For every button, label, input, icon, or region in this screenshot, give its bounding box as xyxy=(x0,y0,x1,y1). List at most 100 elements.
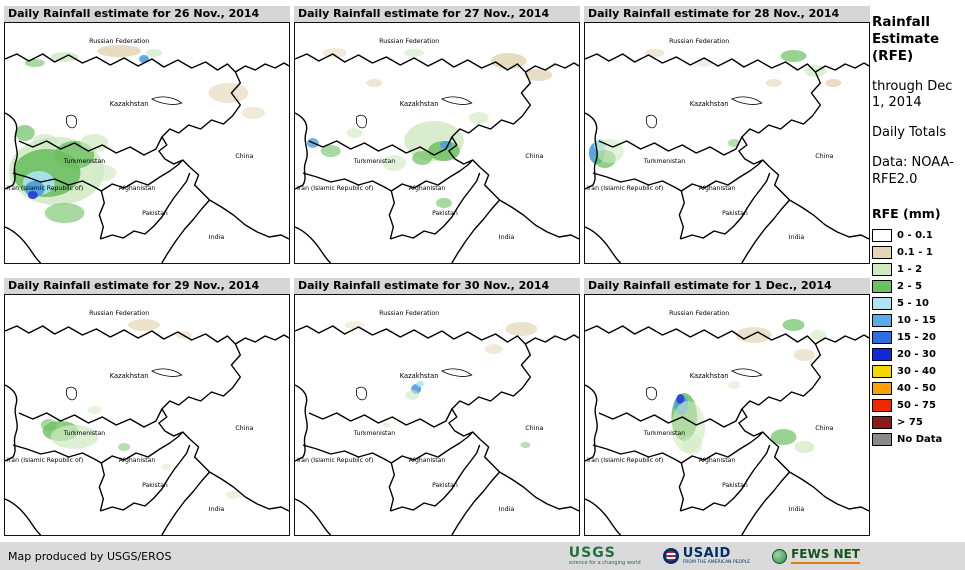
usaid-logo-text: USAID xyxy=(682,545,731,561)
country-border xyxy=(18,408,163,428)
rain-patch xyxy=(382,422,391,428)
country-border xyxy=(680,431,764,464)
country-label: Russian Federation xyxy=(669,309,729,317)
country-border xyxy=(680,444,771,512)
country-label: Turkmenistan xyxy=(63,430,105,437)
usaid-seal-icon xyxy=(662,548,679,564)
rain-patch xyxy=(225,491,242,499)
country-border xyxy=(815,62,869,73)
rain-patch xyxy=(520,442,531,448)
rain-patch xyxy=(382,155,407,171)
country-border xyxy=(479,438,501,473)
legend-swatch xyxy=(872,415,892,429)
map-panel-1: Daily Rainfall estimate for 26 Nov., 201… xyxy=(4,6,290,264)
country-border xyxy=(680,159,764,192)
country-border xyxy=(741,471,791,535)
country-label: China xyxy=(525,424,543,432)
country-label: Turkmenistan xyxy=(63,158,105,165)
rain-patch xyxy=(765,79,782,87)
country-border xyxy=(5,112,18,190)
country-border xyxy=(5,384,18,462)
rain-patch xyxy=(484,344,503,354)
panel-title: Daily Rainfall estimate for 30 Nov., 201… xyxy=(294,278,580,294)
rain-patch xyxy=(780,50,807,62)
footer-logos: USGS science for a changing world USAID … xyxy=(568,545,860,566)
country-label: Pakistan xyxy=(722,482,748,489)
legend-label: 40 - 50 xyxy=(897,382,936,394)
legend-swatch xyxy=(872,347,892,361)
country-border xyxy=(789,471,869,512)
map-credit: Map produced by USGS/EROS xyxy=(8,549,172,563)
country-border xyxy=(295,226,332,263)
lake-outline xyxy=(151,368,183,377)
sidebar-daily-totals: Daily Totals xyxy=(872,125,947,141)
panel-title: Daily Rainfall estimate for 26 Nov., 201… xyxy=(4,6,290,22)
lake-outline xyxy=(356,114,367,129)
country-border xyxy=(295,498,332,535)
country-label: Afghanistan xyxy=(119,457,156,464)
country-label: Iran (Islamic Republic of) xyxy=(297,185,373,192)
rain-patch xyxy=(366,79,383,87)
legend-swatch xyxy=(872,381,892,395)
country-label: Afghanistan xyxy=(699,185,736,192)
country-border xyxy=(585,325,816,345)
rain-patch xyxy=(146,49,162,57)
country-border xyxy=(189,438,211,473)
rain-patch xyxy=(208,83,249,103)
country-label: Iran (Islamic Republic of) xyxy=(587,185,663,192)
country-border xyxy=(598,136,743,156)
country-label: India xyxy=(209,233,225,241)
legend-label: 0.1 - 1 xyxy=(897,246,933,258)
legend-swatch xyxy=(872,398,892,412)
legend: 0 - 0.1 0.1 - 1 1 - 2 2 - 5 5 - 10 10 - 15 15 … xyxy=(872,227,962,448)
legend-label: 20 - 30 xyxy=(897,348,936,360)
rain-patch xyxy=(782,319,805,331)
rainfall-map: Russian Federation Kazakhstan Turkmenistan… xyxy=(4,294,290,536)
country-border xyxy=(209,471,289,512)
country-border xyxy=(738,71,822,168)
country-border xyxy=(738,343,822,440)
country-label: Iran (Islamic Republic of) xyxy=(7,185,83,192)
rain-patch xyxy=(825,79,842,87)
rainfall-map: Russian Federation Kazakhstan Turkmenistan… xyxy=(584,22,870,264)
panel-title: Daily Rainfall estimate for 1 Dec., 2014 xyxy=(584,278,870,294)
rain-patch xyxy=(92,165,117,181)
country-border xyxy=(499,471,579,512)
country-border xyxy=(390,159,474,192)
country-label: Russian Federation xyxy=(89,309,149,317)
rain-patch xyxy=(97,45,142,57)
country-label: Kazakhstan xyxy=(690,100,729,108)
country-border xyxy=(390,431,474,464)
country-label: China xyxy=(815,424,833,432)
country-border xyxy=(388,462,395,512)
country-label: India xyxy=(499,505,515,513)
rain-patch xyxy=(405,390,420,400)
country-label: Afghanistan xyxy=(119,185,156,192)
country-border xyxy=(209,199,289,240)
country-label: Iran (Islamic Republic of) xyxy=(587,457,663,464)
country-label: China xyxy=(235,424,253,432)
country-border xyxy=(592,444,682,464)
country-label: Turkmenistan xyxy=(643,430,685,437)
legend-swatch xyxy=(872,432,892,446)
map-panel-3: Daily Rainfall estimate for 28 Nov., 201… xyxy=(584,6,870,264)
country-border xyxy=(295,384,308,462)
rain-patch xyxy=(524,69,553,81)
lake-outline xyxy=(646,386,657,401)
legend-row: 15 - 20 xyxy=(872,329,962,346)
country-label: Iran (Islamic Republic of) xyxy=(7,457,83,464)
lake-outline xyxy=(646,114,657,129)
rain-patch xyxy=(344,321,365,329)
country-label: Pakistan xyxy=(722,210,748,217)
usgs-tagline: science for a changing world xyxy=(568,559,641,566)
country-border xyxy=(100,431,184,464)
rain-patch xyxy=(320,145,341,157)
rain-patch xyxy=(490,53,527,69)
lake-outline xyxy=(441,96,473,105)
country-border xyxy=(789,199,869,240)
country-border xyxy=(451,199,501,263)
rain-patch xyxy=(44,203,85,223)
country-label: Russian Federation xyxy=(379,37,439,45)
country-border xyxy=(769,438,791,473)
